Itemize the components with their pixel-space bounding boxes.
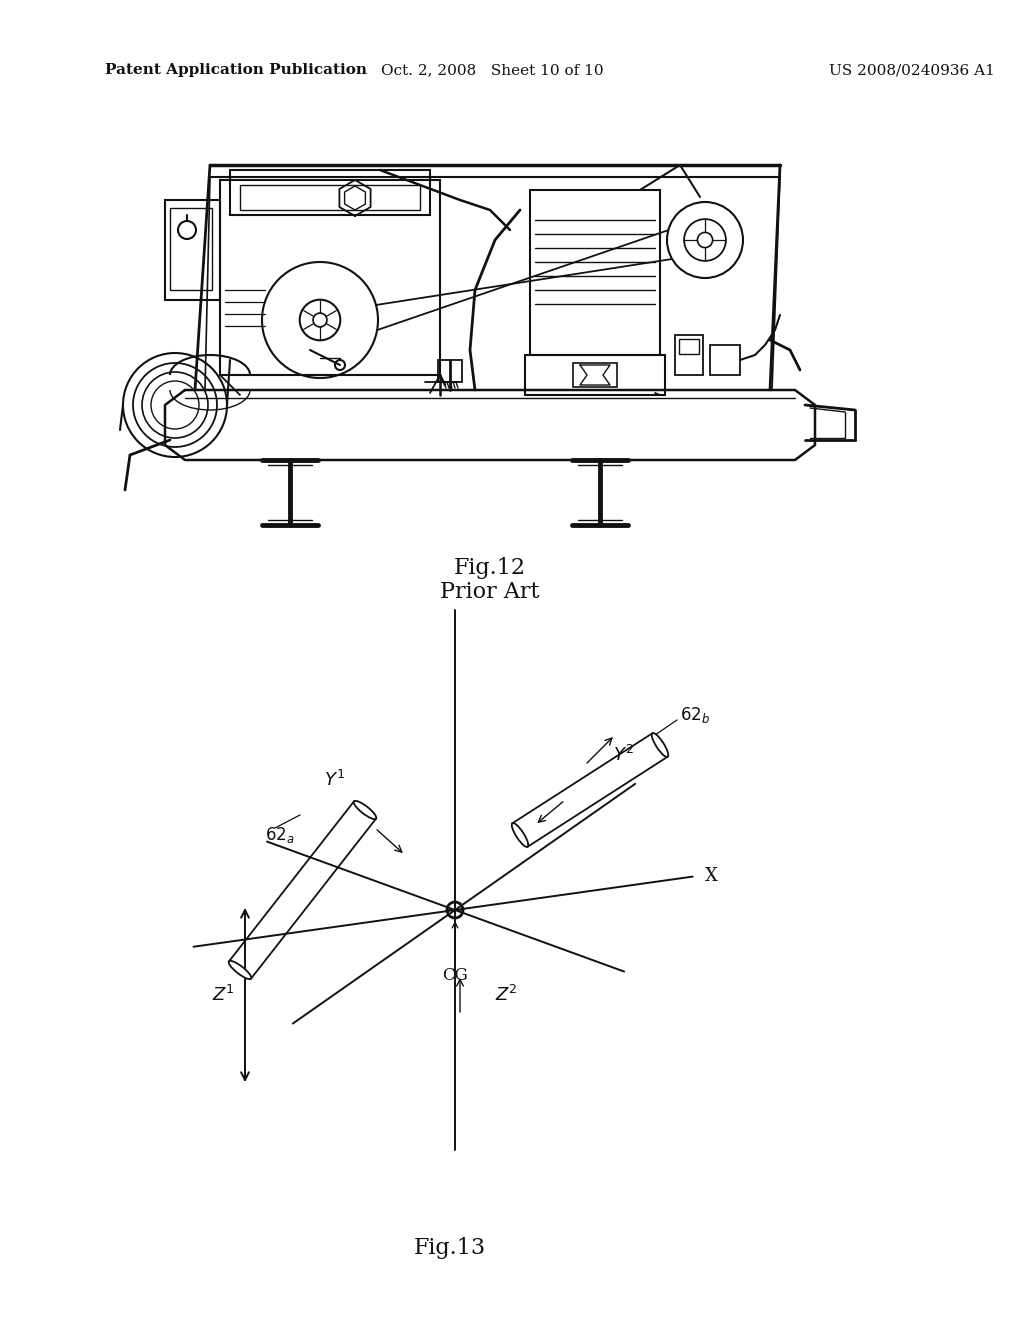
Text: $Z^1$: $Z^1$	[212, 985, 234, 1005]
Bar	[170, 209, 212, 290]
Bar	[220, 180, 440, 375]
Bar	[530, 190, 660, 355]
Text: $62_b$: $62_b$	[680, 705, 711, 725]
Bar	[165, 201, 220, 300]
Bar	[710, 345, 740, 375]
Text: Fig.13: Fig.13	[414, 1237, 486, 1259]
Bar	[438, 360, 462, 381]
Text: Oct. 2, 2008   Sheet 10 of 10: Oct. 2, 2008 Sheet 10 of 10	[381, 63, 603, 77]
Text: US 2008/0240936 A1: US 2008/0240936 A1	[829, 63, 995, 77]
Text: Prior Art: Prior Art	[440, 581, 540, 603]
Text: Patent Application Publication: Patent Application Publication	[105, 63, 367, 77]
Ellipse shape	[228, 961, 251, 979]
Text: $Y^1$: $Y^1$	[324, 770, 345, 791]
Ellipse shape	[353, 801, 376, 820]
Text: Fig.12: Fig.12	[454, 557, 526, 579]
Bar	[230, 170, 430, 215]
Text: CG: CG	[442, 966, 468, 983]
Bar	[525, 355, 665, 395]
Text: $Y^2$: $Y^2$	[613, 744, 634, 766]
Ellipse shape	[651, 733, 669, 756]
Text: X: X	[705, 867, 718, 886]
Ellipse shape	[512, 824, 528, 847]
Bar	[675, 335, 703, 375]
Bar	[679, 339, 699, 354]
Text: $Z^2$: $Z^2$	[495, 985, 518, 1005]
Bar	[240, 185, 420, 210]
Bar	[573, 363, 617, 387]
Text: $62_a$: $62_a$	[265, 825, 295, 845]
